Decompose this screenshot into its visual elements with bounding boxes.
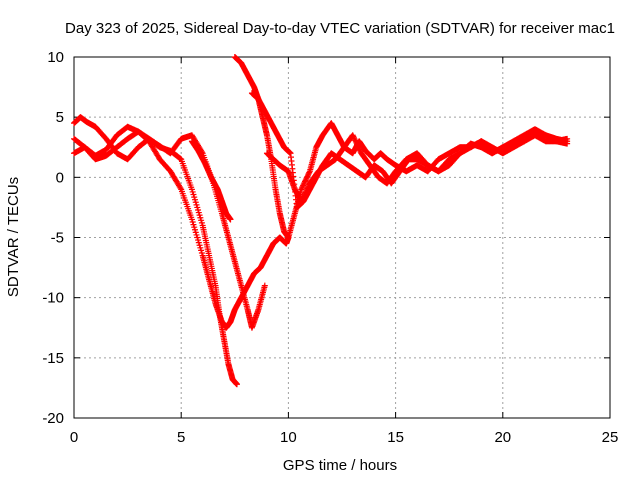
data-point [261, 282, 268, 289]
y-tick-label: 0 [56, 169, 64, 186]
data-point [177, 185, 184, 192]
y-tick-label: -15 [42, 350, 64, 367]
x-tick-label: 0 [70, 429, 78, 446]
y-axis-label: SDTVAR / TECUs [5, 177, 22, 297]
x-axis-ticks: 0 5 10 15 20 25 [70, 57, 619, 446]
y-tick-label: -10 [42, 290, 64, 307]
series-track-4 [188, 138, 234, 223]
series-track-7 [263, 132, 571, 205]
x-tick-label: 25 [602, 429, 619, 446]
y-tick-label: -5 [51, 230, 64, 247]
x-tick-label: 5 [177, 429, 185, 446]
series-track-3 [71, 114, 268, 331]
data-points [71, 54, 571, 388]
chart-title: Day 323 of 2025, Sidereal Day-to-day VTE… [65, 20, 615, 37]
x-tick-label: 15 [387, 429, 404, 446]
x-axis-label: GPS time / hours [283, 457, 397, 474]
grid-lines [74, 57, 610, 418]
x-tick-label: 10 [280, 429, 297, 446]
y-tick-label: 10 [47, 49, 64, 66]
y-axis-ticks: -20 -15 -10 -5 0 5 10 [42, 49, 610, 427]
y-tick-label: -20 [42, 410, 64, 427]
series-track-2 [71, 128, 240, 388]
data-point [233, 381, 240, 388]
data-point [306, 169, 313, 176]
data-point [564, 140, 571, 147]
y-tick-label: 5 [56, 109, 64, 126]
x-tick-label: 20 [494, 429, 511, 446]
data-point [227, 216, 234, 223]
